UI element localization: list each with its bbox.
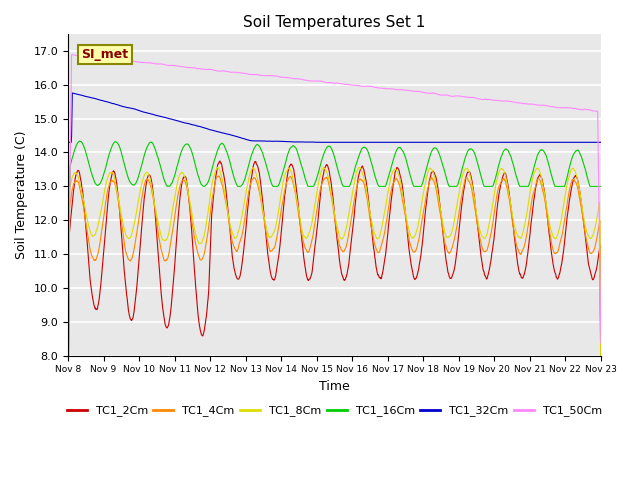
X-axis label: Time: Time: [319, 380, 350, 393]
Text: SI_met: SI_met: [81, 48, 129, 61]
Legend: TC1_2Cm, TC1_4Cm, TC1_8Cm, TC1_16Cm, TC1_32Cm, TC1_50Cm: TC1_2Cm, TC1_4Cm, TC1_8Cm, TC1_16Cm, TC1…: [62, 401, 607, 421]
Title: Soil Temperatures Set 1: Soil Temperatures Set 1: [243, 15, 426, 30]
Y-axis label: Soil Temperature (C): Soil Temperature (C): [15, 131, 28, 259]
